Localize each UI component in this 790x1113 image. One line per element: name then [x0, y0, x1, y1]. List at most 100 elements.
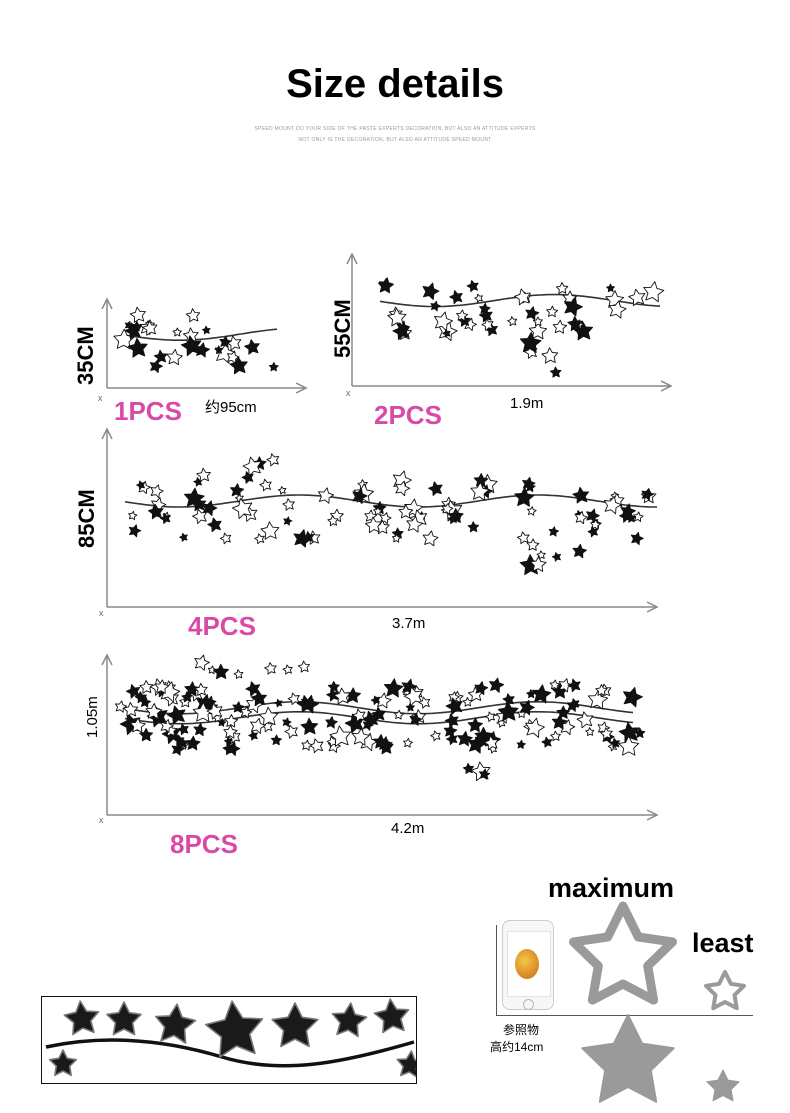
star-icon	[569, 901, 677, 1005]
star-icon	[351, 727, 370, 746]
star-icon	[507, 316, 518, 327]
star-icon	[241, 471, 254, 484]
axis-origin-label: x	[99, 815, 104, 825]
star-icon	[287, 692, 300, 706]
star-icon	[405, 702, 415, 712]
star-icon	[630, 531, 644, 546]
star-icon	[171, 742, 185, 756]
star-icon	[114, 700, 128, 713]
star-icon	[284, 724, 298, 739]
star-icon	[485, 711, 496, 723]
star-icon	[254, 533, 265, 545]
star-icon	[371, 706, 386, 722]
star-icon	[136, 480, 146, 490]
star-icon	[590, 519, 601, 530]
star-icon	[194, 654, 210, 671]
star-icon	[704, 970, 746, 1011]
star-icon	[274, 698, 283, 708]
reference-caption: 参照物	[503, 1023, 540, 1037]
star-icon	[134, 691, 147, 704]
star-icon	[479, 768, 491, 780]
star-icon	[139, 727, 154, 742]
star-icon	[530, 555, 547, 572]
star-icon	[155, 1003, 197, 1044]
star-icon	[150, 484, 164, 499]
star-icon	[618, 735, 640, 756]
star-icon	[528, 321, 548, 340]
star-icon	[128, 510, 138, 521]
star-icon	[519, 699, 535, 716]
star-icon	[232, 701, 245, 714]
star-icon	[706, 1069, 740, 1102]
star-icon	[176, 737, 189, 749]
star-icon	[446, 733, 458, 745]
subtitle-line-1: SPEED MOUNT DO YOUR SIDE OF THE PASTE EX…	[254, 126, 536, 132]
star-icon	[396, 1050, 425, 1078]
star-icon	[153, 349, 168, 364]
star-icon	[398, 504, 414, 519]
star-icon	[462, 762, 474, 774]
length-label: 3.7m	[392, 615, 426, 632]
star-icon	[231, 498, 253, 519]
star-icon	[422, 530, 439, 547]
star-icon	[587, 689, 609, 710]
star-icon	[470, 481, 490, 501]
star-icon	[516, 708, 527, 718]
pcs-label: 1PCS	[114, 396, 182, 426]
star-icon	[587, 526, 599, 538]
star-icon	[204, 695, 217, 708]
star-icon	[283, 516, 293, 526]
star-icon	[177, 723, 189, 736]
star-icon	[214, 345, 224, 355]
star-icon	[526, 689, 536, 699]
star-icon	[326, 688, 340, 702]
star-icon	[180, 335, 202, 357]
star-icon	[250, 717, 266, 734]
vine-line	[124, 711, 634, 725]
star-icon	[444, 713, 459, 728]
star-icon	[430, 730, 441, 742]
star-icon	[442, 329, 451, 338]
star-icon	[207, 517, 222, 533]
star-icon	[48, 1049, 78, 1077]
star-icon	[403, 686, 423, 707]
length-label: 4.2m	[391, 820, 425, 837]
star-icon	[179, 532, 188, 542]
reference-height-caption: 高约14cm	[490, 1040, 544, 1054]
star-icon	[564, 297, 583, 317]
star-icon	[147, 503, 164, 520]
star-icon	[457, 730, 473, 747]
star-icon	[449, 290, 463, 305]
star-icon	[581, 1014, 675, 1103]
star-icon	[532, 316, 543, 327]
star-icon	[248, 730, 258, 741]
star-icon	[572, 486, 590, 504]
star-icon	[154, 679, 170, 694]
star-icon	[628, 288, 646, 307]
star-icon	[550, 730, 561, 742]
subtitle-line-2: NOT ONLY IS THE DECORATION, BUT ALSO AN …	[298, 137, 492, 143]
star-icon	[370, 695, 380, 705]
star-icon	[516, 531, 530, 545]
star-icon	[551, 714, 568, 730]
star-icon	[567, 316, 583, 332]
vine-line	[124, 494, 657, 508]
star-icon	[603, 496, 622, 515]
star-icon	[362, 719, 374, 731]
star-icon	[230, 483, 245, 498]
star-icon	[127, 337, 148, 358]
star-icon	[497, 701, 519, 722]
star-icon	[623, 686, 643, 708]
star-icon	[260, 521, 280, 540]
star-icon	[574, 510, 588, 525]
star-icon	[131, 320, 143, 332]
star-icon	[481, 318, 494, 331]
maximum-label: maximum	[548, 873, 675, 903]
star-icon	[562, 290, 577, 305]
length-label: 1.9m	[510, 395, 544, 412]
star-icon	[548, 526, 560, 537]
star-icon	[333, 687, 351, 705]
star-icon	[166, 705, 186, 725]
star-icon	[196, 467, 211, 482]
